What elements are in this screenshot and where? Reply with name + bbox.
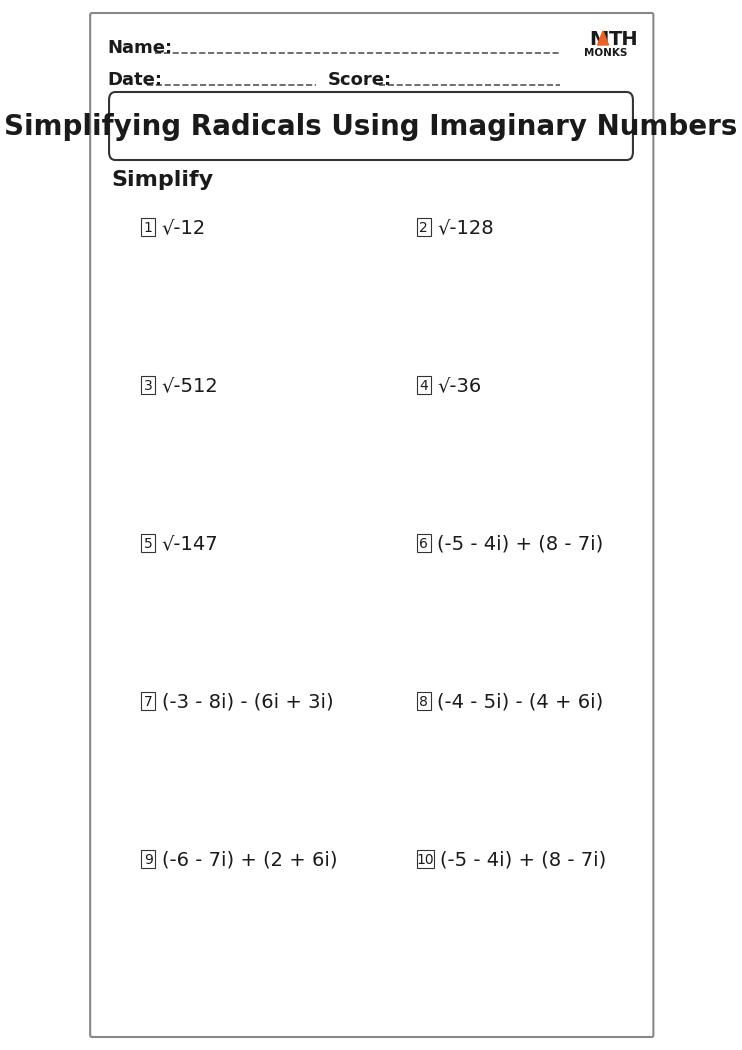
Text: M: M <box>590 30 609 49</box>
Text: √-512: √-512 <box>162 377 218 396</box>
Text: √-12: √-12 <box>162 218 206 237</box>
Text: (-5 - 4i) + (8 - 7i): (-5 - 4i) + (8 - 7i) <box>440 850 606 869</box>
Text: Date:: Date: <box>108 71 162 89</box>
Text: Simplify: Simplify <box>111 170 214 190</box>
Text: 1: 1 <box>144 220 153 235</box>
Text: 2: 2 <box>419 220 428 235</box>
FancyBboxPatch shape <box>416 376 431 394</box>
Text: 7: 7 <box>144 695 153 709</box>
Text: √-36: √-36 <box>437 377 482 396</box>
FancyBboxPatch shape <box>141 692 156 710</box>
FancyBboxPatch shape <box>141 850 156 868</box>
Text: Name:: Name: <box>108 39 173 57</box>
Text: √-128: √-128 <box>437 218 493 237</box>
Text: 6: 6 <box>419 537 428 551</box>
FancyBboxPatch shape <box>141 534 156 552</box>
FancyBboxPatch shape <box>416 534 431 552</box>
FancyBboxPatch shape <box>416 218 431 236</box>
Text: 4: 4 <box>419 379 428 393</box>
Polygon shape <box>597 32 608 45</box>
FancyBboxPatch shape <box>141 218 156 236</box>
Text: 5: 5 <box>144 537 153 551</box>
Text: √-147: √-147 <box>162 534 218 553</box>
Text: (-5 - 4i) + (8 - 7i): (-5 - 4i) + (8 - 7i) <box>437 534 603 553</box>
Text: 3: 3 <box>144 379 153 393</box>
Text: (-3 - 8i) - (6i + 3i): (-3 - 8i) - (6i + 3i) <box>162 693 333 712</box>
Text: 8: 8 <box>419 695 428 709</box>
Text: Score:: Score: <box>328 71 392 89</box>
FancyBboxPatch shape <box>91 13 654 1037</box>
Text: 9: 9 <box>144 853 153 867</box>
Text: Simplifying Radicals Using Imaginary Numbers: Simplifying Radicals Using Imaginary Num… <box>4 113 738 141</box>
Text: (-4 - 5i) - (4 + 6i): (-4 - 5i) - (4 + 6i) <box>437 693 603 712</box>
Text: 10: 10 <box>416 853 434 867</box>
FancyBboxPatch shape <box>109 92 633 160</box>
Text: (-6 - 7i) + (2 + 6i): (-6 - 7i) + (2 + 6i) <box>162 850 338 869</box>
FancyBboxPatch shape <box>416 692 431 710</box>
FancyBboxPatch shape <box>416 850 434 868</box>
Text: MONKS: MONKS <box>584 48 627 58</box>
FancyBboxPatch shape <box>141 376 156 394</box>
Text: TH: TH <box>609 30 639 49</box>
